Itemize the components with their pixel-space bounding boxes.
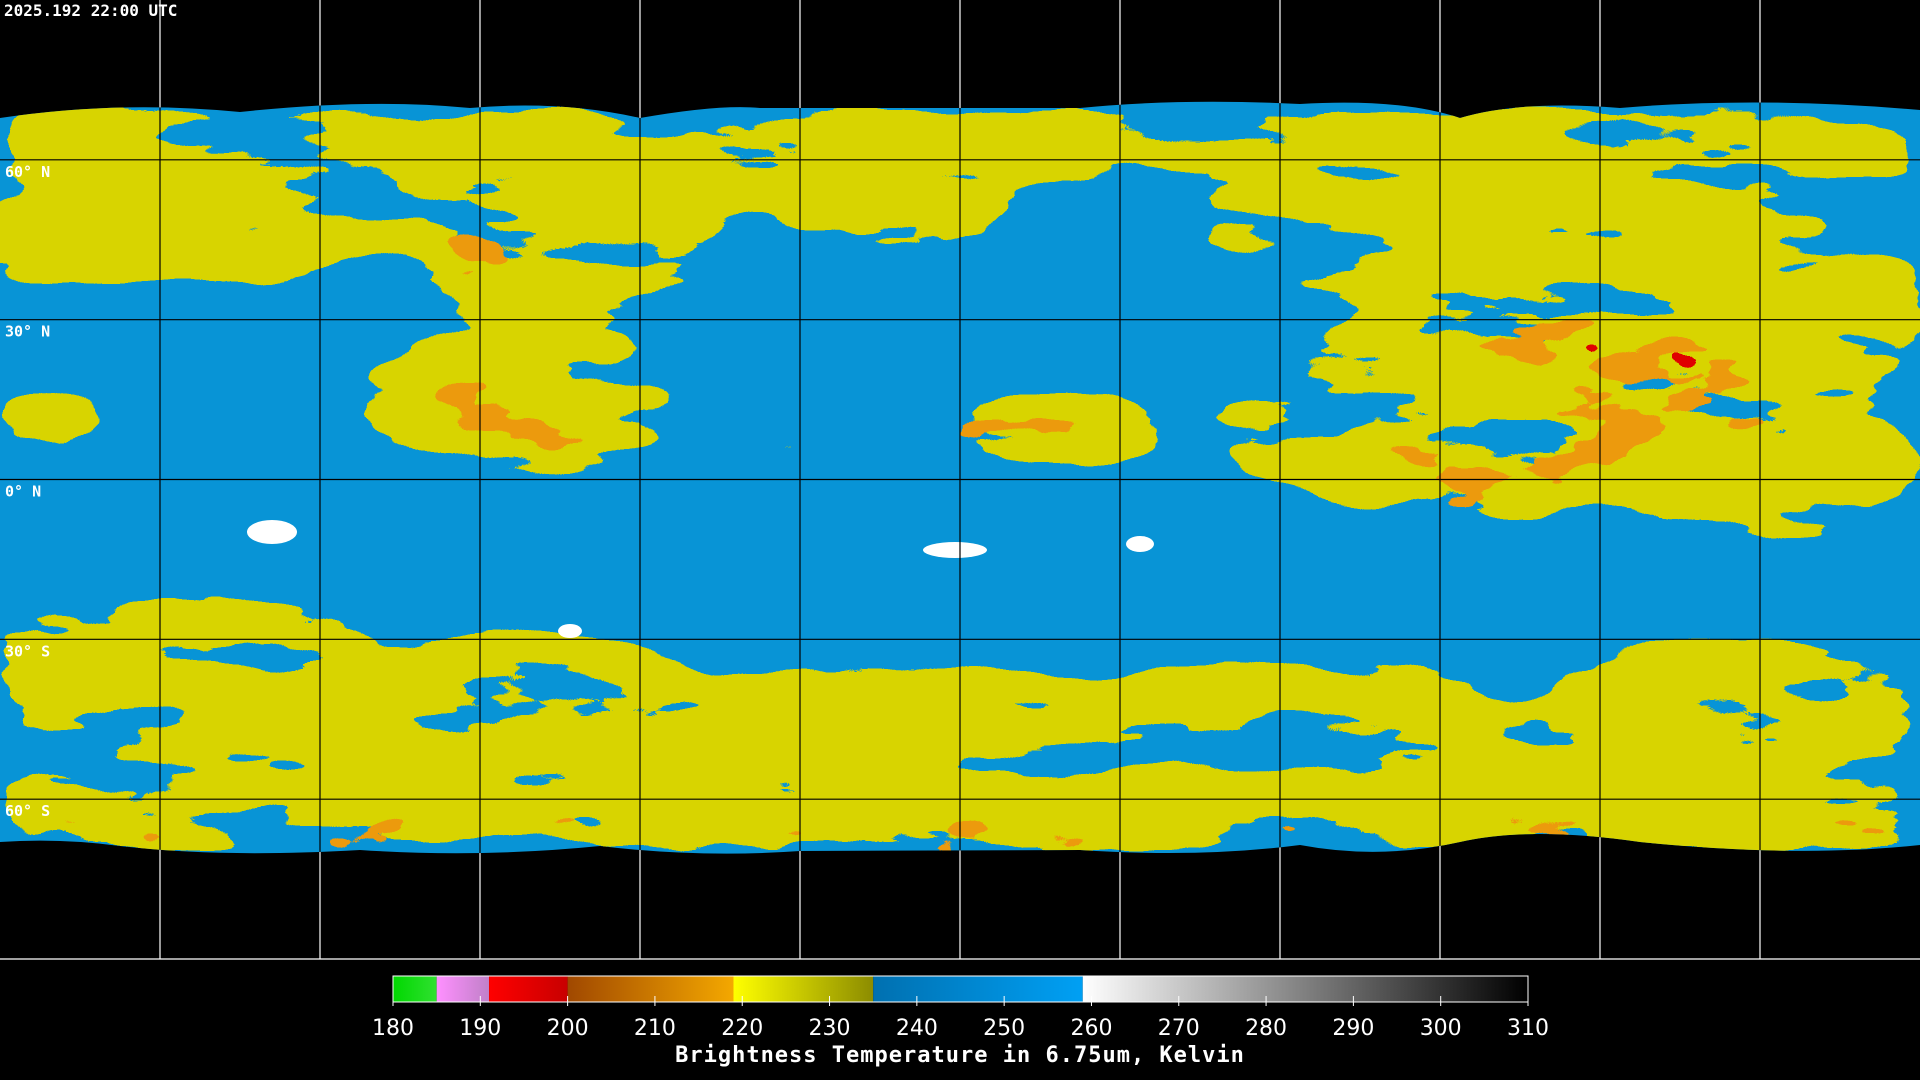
colorbar-segment: [733, 976, 874, 1002]
timestamp: 2025.192 22:00 UTC: [4, 1, 177, 20]
colorbar: 180 190 200 210 220 230 240 250 260 270 280 290 300 3…: [372, 975, 1549, 1041]
colorbar-tick-label: 220: [721, 1016, 763, 1041]
colorbar-tick-label: 190: [459, 1016, 501, 1041]
colorbar-tick-label: 270: [1158, 1016, 1200, 1041]
colorbar-tick-label: 250: [983, 1016, 1025, 1041]
colorbar-tick-label: 180: [372, 1016, 414, 1041]
colorbar-tick-label: 290: [1332, 1016, 1374, 1041]
colorbar-tick-label: 300: [1420, 1016, 1462, 1041]
latitude-label: 60° S: [5, 802, 50, 820]
colorbar-segment: [1082, 976, 1528, 1002]
parallels: 60° N 30° N 0° N 30° S 60° S: [0, 159, 1920, 820]
latitude-label: 30° N: [5, 323, 50, 341]
colorbar-segment: [489, 976, 568, 1002]
colorbar-tick-label: 260: [1070, 1016, 1112, 1041]
latitude-label: 30° S: [5, 642, 50, 660]
colorbar-segment: [436, 976, 490, 1002]
warm-area: [923, 542, 987, 558]
colorbar-tick-label: 210: [634, 1016, 676, 1041]
colorbar-tick-label: 230: [809, 1016, 851, 1041]
colorbar-tick-label: 280: [1245, 1016, 1287, 1041]
latitude-label: 60° N: [5, 163, 50, 181]
colorbar-segment: [873, 976, 1083, 1002]
warm-area: [247, 520, 297, 544]
colorbar-tick-label: 240: [896, 1016, 938, 1041]
colorbar-tick-label: 310: [1507, 1016, 1549, 1041]
warm-area: [558, 624, 582, 638]
latitude-label: 0° N: [5, 483, 41, 501]
water-vapor-imagery: [0, 101, 1920, 854]
colorbar-segment: [393, 976, 437, 1002]
colorbar-segment: [567, 976, 734, 1002]
warm-area: [1126, 536, 1154, 552]
colorbar-tick-label: 200: [547, 1016, 589, 1041]
colorbar-title: Brightness Temperature in 6.75um, Kelvin: [675, 1043, 1245, 1068]
colorbar-frame: [392, 975, 1529, 1003]
coldest-areas: [520, 320, 1760, 495]
